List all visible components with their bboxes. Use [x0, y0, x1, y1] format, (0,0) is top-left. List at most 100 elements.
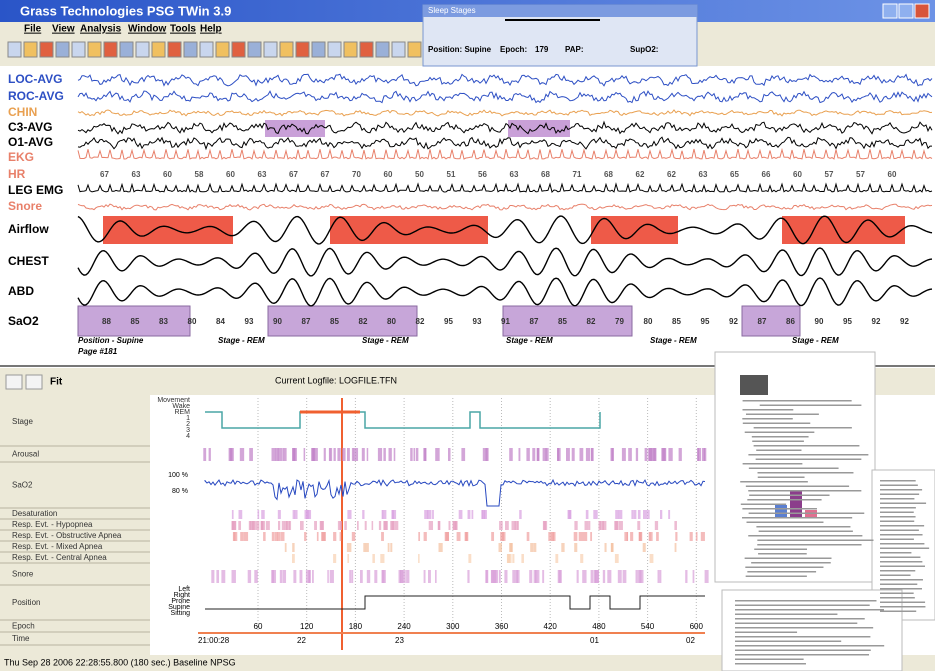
sao2-value: 86 — [786, 317, 795, 326]
event-stripe — [585, 448, 591, 461]
report-text — [880, 529, 919, 531]
close[interactable] — [914, 3, 930, 19]
event-stripe — [614, 554, 619, 563]
toolbar-button[interactable] — [7, 41, 22, 58]
report-text — [880, 511, 914, 513]
menu-item[interactable]: Tools — [170, 24, 196, 35]
toolbar-button[interactable] — [87, 41, 102, 58]
toolbar-button[interactable] — [311, 41, 326, 58]
toolbar-button[interactable] — [327, 41, 342, 58]
event-stripe — [257, 510, 260, 519]
toolbar-button[interactable] — [55, 41, 70, 58]
sao2-value: 80 — [188, 317, 197, 326]
event-stripe — [278, 521, 281, 530]
waveform — [77, 277, 933, 307]
event-stripe — [423, 532, 427, 541]
apnea-box — [103, 216, 233, 244]
event-stripe — [452, 521, 457, 530]
event-stripe — [511, 521, 516, 530]
hr-value: 71 — [573, 170, 582, 179]
toolbar-button[interactable] — [23, 41, 38, 58]
toolbar-button[interactable] — [391, 41, 406, 58]
toolbar-button[interactable] — [375, 41, 390, 58]
event-stripe — [274, 532, 278, 541]
fit-button[interactable]: Fit — [50, 377, 63, 388]
event-stripe — [292, 510, 295, 519]
report-text — [880, 493, 920, 495]
report-text — [747, 499, 822, 501]
event-stripe — [590, 532, 593, 541]
toolbar-button[interactable] — [119, 41, 134, 58]
epoch-label: 23 — [395, 636, 404, 645]
toolbar-button[interactable] — [231, 41, 246, 58]
channel-label: ABD — [8, 284, 34, 298]
waveform — [77, 182, 933, 193]
event-stripe — [284, 543, 287, 552]
report-text — [880, 480, 916, 482]
report-text — [745, 566, 824, 568]
event-stripe — [614, 521, 618, 530]
menu-item[interactable]: Help — [200, 24, 222, 35]
toolbar-button[interactable] — [167, 41, 182, 58]
forward-button[interactable] — [25, 374, 43, 390]
toolbar-button[interactable] — [407, 41, 422, 58]
menu-item[interactable]: File — [24, 24, 42, 35]
event-stripe — [579, 448, 584, 461]
toolbar-button[interactable] — [263, 41, 278, 58]
event-stripe — [465, 532, 469, 541]
row-label: Desaturation — [12, 509, 57, 518]
toolbar-button[interactable] — [295, 41, 310, 58]
time-tick: 420 — [544, 622, 558, 631]
event-stripe — [668, 510, 671, 519]
toolbar-button[interactable] — [71, 41, 86, 58]
report-text — [735, 600, 877, 602]
toolbar-button[interactable] — [183, 41, 198, 58]
event-stripe — [448, 521, 451, 530]
toolbar-button[interactable] — [151, 41, 166, 58]
event-stripe — [211, 570, 215, 583]
event-stripe — [232, 532, 236, 541]
report-text — [757, 539, 874, 541]
toolbar-button[interactable] — [135, 41, 150, 58]
desat-box — [77, 305, 191, 337]
report-text — [880, 498, 915, 500]
report-text — [880, 502, 927, 504]
event-stripe — [229, 448, 234, 461]
maximize[interactable] — [898, 3, 914, 19]
toolbar-button[interactable] — [247, 41, 262, 58]
toolbar-button[interactable] — [279, 41, 294, 58]
toolbar-button[interactable] — [199, 41, 214, 58]
stage-level: 3 — [186, 427, 190, 434]
hr-value: 51 — [447, 170, 456, 179]
report-text — [880, 588, 922, 590]
sao2-value: 85 — [558, 317, 567, 326]
menu-item[interactable]: View — [52, 24, 75, 35]
sao2-value: 87 — [302, 317, 311, 326]
toolbar-button[interactable] — [103, 41, 118, 58]
menu-item[interactable]: Analysis — [80, 24, 122, 35]
minimize[interactable] — [882, 3, 898, 19]
report-text — [735, 640, 842, 642]
event-stripe — [292, 543, 295, 552]
row-labels-panel — [0, 395, 150, 655]
event-stripe — [507, 554, 512, 563]
report-text — [742, 517, 853, 519]
event-stripe — [661, 448, 666, 461]
toolbar-button[interactable] — [343, 41, 358, 58]
event-stripe — [304, 510, 308, 519]
logfile: Current Logfile: LOGFILE.TFN — [275, 375, 397, 385]
event-stripe — [216, 570, 220, 583]
sao2-value: 87 — [530, 317, 539, 326]
menu-item[interactable]: Window — [128, 24, 166, 35]
event-stripe — [532, 448, 536, 461]
event-stripe — [321, 532, 326, 541]
toolbar-button[interactable] — [215, 41, 230, 58]
back-button[interactable] — [5, 374, 23, 390]
event-stripe — [611, 448, 614, 461]
event-stripe — [393, 448, 396, 461]
toolbar-button[interactable] — [359, 41, 374, 58]
sao2-value: 83 — [159, 317, 168, 326]
event-stripe — [695, 532, 698, 541]
hr-value: 60 — [226, 170, 235, 179]
toolbar-button[interactable] — [39, 41, 54, 58]
